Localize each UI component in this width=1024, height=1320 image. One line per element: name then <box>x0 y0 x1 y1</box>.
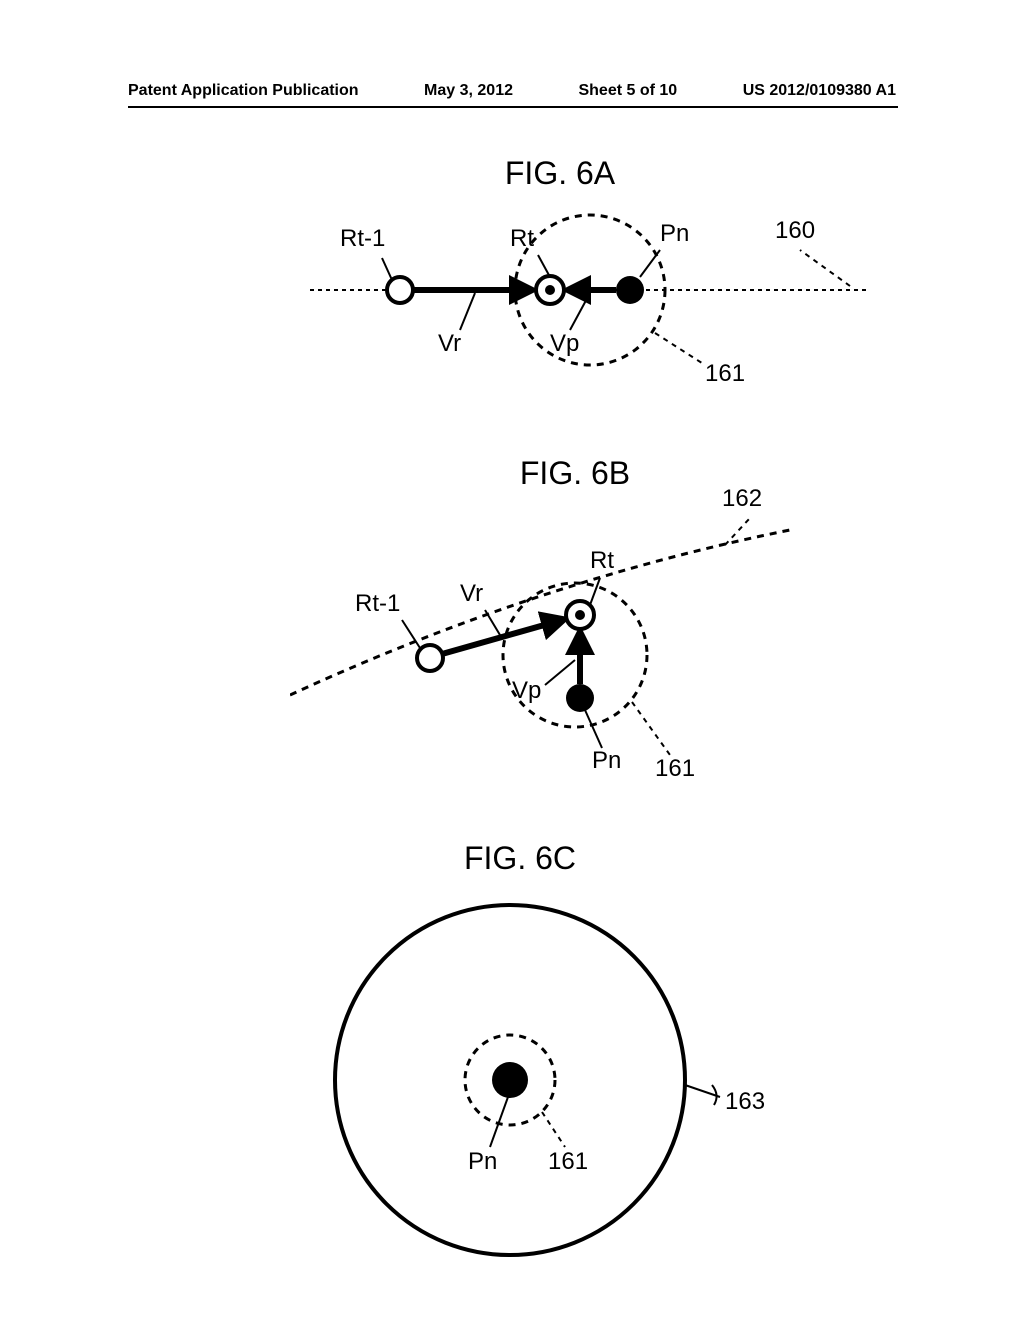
label-rt1: Rt-1 <box>340 225 385 253</box>
figure-6a: FIG. 6A Rt-1 Rt Pn Vr Vp 160 161 <box>310 155 870 415</box>
figure-6c-title: FIG. 6C <box>390 840 650 877</box>
label-vp: Vp <box>550 330 579 358</box>
figure-6c-svg <box>290 885 770 1265</box>
leader-rt <box>538 255 550 277</box>
label-pn: Pn <box>660 220 689 248</box>
leader-vr <box>460 293 475 330</box>
label-pn: Pn <box>592 747 621 775</box>
leader-161 <box>655 333 705 365</box>
figure-6c: FIG. 6C Pn 161 163 <box>290 840 770 1270</box>
leader-vp <box>570 293 590 330</box>
leader-vp <box>545 660 575 685</box>
leader-pn <box>490 1097 508 1147</box>
node-pn <box>492 1062 528 1098</box>
label-163: 163 <box>725 1088 765 1116</box>
label-162: 162 <box>722 485 762 513</box>
label-160: 160 <box>775 217 815 245</box>
label-vr: Vr <box>438 330 461 358</box>
label-vr: Vr <box>460 580 483 608</box>
figure-6b: FIG. 6B Rt-1 Vr Rt Vp Pn 162 161 <box>290 455 790 795</box>
leader-160 <box>800 250 850 286</box>
leader-pn <box>640 250 660 277</box>
label-161: 161 <box>548 1148 588 1176</box>
figure-6a-title: FIG. 6A <box>430 155 690 192</box>
leader-pn <box>585 710 602 748</box>
node-pn <box>566 684 594 712</box>
header-date: May 3, 2012 <box>424 82 513 100</box>
leader-vr <box>485 610 500 635</box>
leader-161 <box>542 1112 565 1147</box>
label-161: 161 <box>705 360 745 388</box>
label-rt: Rt <box>510 225 534 253</box>
header-left: Patent Application Publication <box>128 82 359 100</box>
label-rt1: Rt-1 <box>355 590 400 618</box>
figure-6b-title: FIG. 6B <box>445 455 705 492</box>
leader-rt1 <box>382 258 392 280</box>
figure-6b-svg <box>290 500 790 790</box>
node-pn <box>616 276 644 304</box>
label-161: 161 <box>655 755 695 783</box>
label-rt: Rt <box>590 547 614 575</box>
leader-rt <box>590 578 600 605</box>
header-sheet: Sheet 5 of 10 <box>578 82 677 100</box>
header-rule <box>128 106 898 108</box>
label-pn: Pn <box>468 1148 497 1176</box>
node-rt-inner <box>545 285 555 295</box>
node-rt1 <box>387 277 413 303</box>
node-rt-inner <box>575 610 585 620</box>
header-pubnum: US 2012/0109380 A1 <box>743 82 896 100</box>
node-rt1 <box>417 645 443 671</box>
page-header: Patent Application Publication May 3, 20… <box>0 82 1024 100</box>
leader-161 <box>632 702 670 755</box>
label-vp: Vp <box>512 677 541 705</box>
